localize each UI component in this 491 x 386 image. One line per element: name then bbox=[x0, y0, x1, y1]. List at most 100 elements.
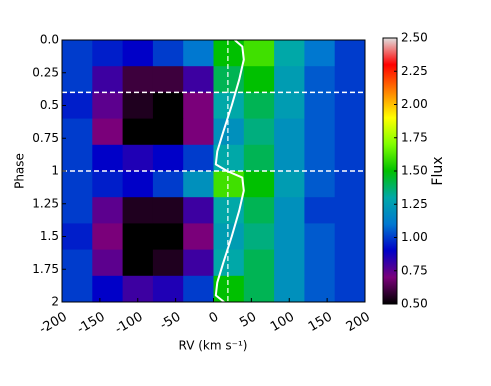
heat-cell bbox=[92, 66, 124, 93]
y-tick-label: 1.5 bbox=[40, 229, 59, 243]
heat-cell bbox=[304, 118, 336, 146]
heat-cell bbox=[243, 223, 275, 251]
y-tick-label: 0.25 bbox=[32, 65, 59, 79]
heat-cell bbox=[92, 40, 124, 67]
heat-cell bbox=[243, 118, 275, 146]
heat-cell bbox=[122, 249, 154, 277]
heat-cell bbox=[62, 118, 93, 146]
colorbar-tick-label: 0.75 bbox=[401, 263, 428, 277]
heat-cell bbox=[334, 249, 366, 277]
heat-cell bbox=[92, 197, 124, 224]
heat-cell bbox=[274, 223, 305, 251]
colorbar-tick-label: 1.00 bbox=[401, 230, 428, 244]
heat-cell bbox=[92, 118, 124, 146]
y-tick-label: 0.5 bbox=[40, 98, 59, 112]
y-tick-label: 1 bbox=[51, 164, 59, 178]
heat-cell bbox=[62, 275, 93, 303]
heat-cell bbox=[122, 171, 154, 198]
colorbar-tick-label: 1.50 bbox=[401, 164, 428, 178]
y-axis-label: Phase bbox=[13, 153, 27, 189]
x-tick-label: 200 bbox=[344, 310, 373, 335]
heat-cell bbox=[304, 144, 336, 172]
heat-cell bbox=[334, 223, 366, 251]
x-tick-label: -50 bbox=[157, 310, 183, 334]
heat-cell bbox=[62, 144, 93, 172]
heat-cell bbox=[304, 171, 336, 198]
heat-cell bbox=[334, 40, 366, 67]
heat-cell bbox=[274, 92, 305, 120]
heat-cell bbox=[243, 171, 275, 198]
heat-cell bbox=[62, 223, 93, 251]
heat-cell bbox=[62, 40, 93, 67]
heat-cell bbox=[122, 118, 154, 146]
heat-cell bbox=[304, 275, 336, 303]
heat-cell bbox=[92, 144, 124, 172]
heat-cell bbox=[274, 66, 305, 93]
x-tick-label: 150 bbox=[306, 310, 335, 335]
heat-cell bbox=[122, 144, 154, 172]
heat-cell bbox=[243, 275, 275, 303]
heat-cell bbox=[334, 144, 366, 172]
heat-cell bbox=[152, 171, 184, 198]
heat-cell bbox=[334, 118, 366, 146]
colorbar-tick-label: 1.75 bbox=[401, 130, 428, 144]
heat-cell bbox=[152, 118, 184, 146]
heat-cell bbox=[152, 92, 184, 120]
x-tick-label: 50 bbox=[237, 310, 259, 331]
heat-cell bbox=[304, 223, 336, 251]
y-tick-label: 0.0 bbox=[40, 33, 59, 47]
y-tick-label: 0.75 bbox=[32, 131, 59, 145]
heat-cell bbox=[183, 40, 214, 67]
heat-cell bbox=[92, 223, 124, 251]
y-tick-label: 1.75 bbox=[32, 262, 59, 276]
heat-cell bbox=[274, 40, 305, 67]
heat-cell bbox=[334, 92, 366, 120]
heat-cell bbox=[62, 92, 93, 120]
heat-cell bbox=[304, 197, 336, 224]
colorbar-tick-label: 2.00 bbox=[401, 97, 428, 111]
x-tick-label: 100 bbox=[268, 310, 297, 335]
heat-cell bbox=[92, 275, 124, 303]
heat-cell bbox=[334, 66, 366, 93]
x-tick-label: -100 bbox=[112, 310, 145, 338]
heat-cell bbox=[183, 275, 214, 303]
rv-curve bbox=[214, 39, 245, 303]
heat-cell bbox=[243, 40, 275, 67]
heat-cell bbox=[122, 40, 154, 67]
x-axis-label: RV (km s⁻¹) bbox=[179, 339, 248, 353]
heat-cell bbox=[183, 144, 214, 172]
heat-cell bbox=[183, 66, 214, 93]
colorbar-tick-label: 1.25 bbox=[401, 197, 428, 211]
heat-cell bbox=[62, 66, 93, 93]
heat-cell bbox=[274, 197, 305, 224]
heat-cell bbox=[213, 171, 245, 198]
heat-cell bbox=[274, 249, 305, 277]
x-tick-label: 0 bbox=[207, 310, 222, 327]
heat-cell bbox=[152, 275, 184, 303]
heat-cell bbox=[183, 249, 214, 277]
heat-cell bbox=[213, 249, 245, 277]
heat-cell bbox=[243, 66, 275, 93]
y-tick-label: 2 bbox=[51, 295, 59, 309]
heat-cell bbox=[334, 197, 366, 224]
y-tick-label: 1.25 bbox=[32, 196, 59, 210]
heat-cell bbox=[152, 197, 184, 224]
heat-cell bbox=[304, 249, 336, 277]
heat-cell bbox=[243, 144, 275, 172]
x-tick-label: -200 bbox=[37, 310, 70, 338]
heat-cell bbox=[62, 171, 93, 198]
colorbar-tick-label: 2.50 bbox=[401, 31, 428, 45]
colorbar-tick-label: 0.50 bbox=[401, 297, 428, 311]
heat-cell bbox=[304, 92, 336, 120]
heat-cell bbox=[183, 118, 214, 146]
heat-cell bbox=[152, 249, 184, 277]
heat-cell bbox=[183, 92, 214, 120]
heat-cell bbox=[183, 223, 214, 251]
heat-cell bbox=[183, 197, 214, 224]
heat-cell bbox=[243, 92, 275, 120]
heat-cell bbox=[152, 40, 184, 67]
heat-cell bbox=[152, 144, 184, 172]
heat-cell bbox=[92, 249, 124, 277]
x-tick-label: -150 bbox=[75, 310, 108, 338]
